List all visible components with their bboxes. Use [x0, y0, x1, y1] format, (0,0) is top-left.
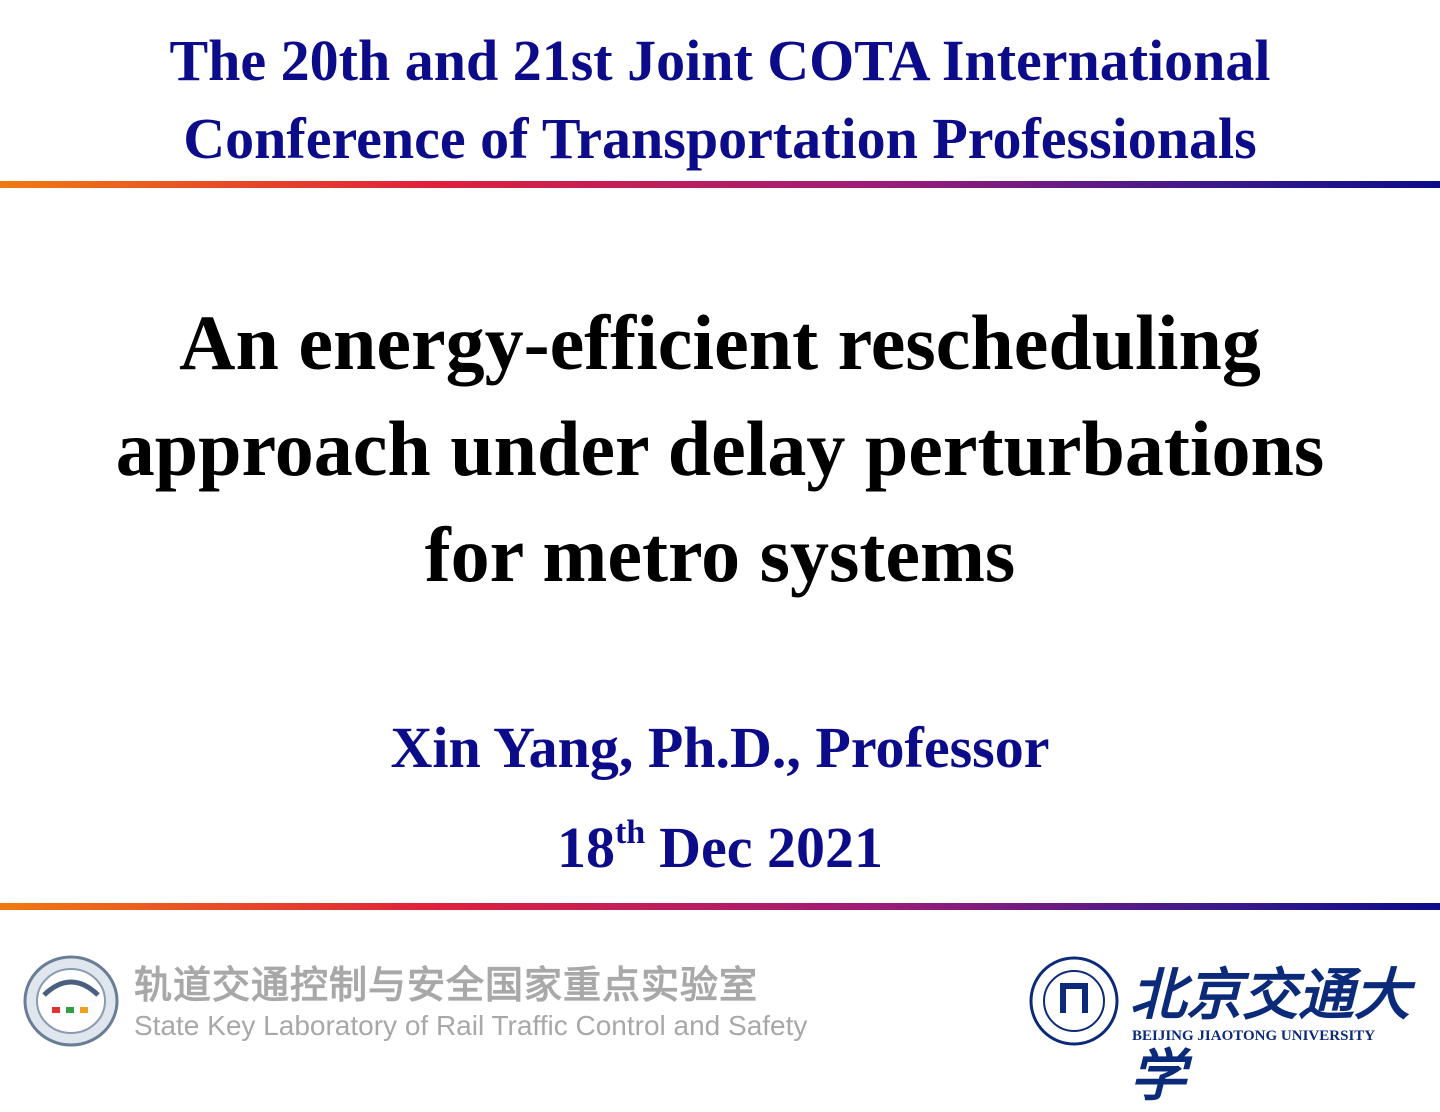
lab-name-en: State Key Laboratory of Rail Traffic Con…	[134, 1010, 808, 1041]
date-rest: Dec 2021	[659, 815, 884, 880]
university-logo	[1029, 956, 1119, 1046]
lab-name-cn: 轨道交通控制与安全国家重点实验室	[134, 963, 759, 1007]
lab-logo	[23, 955, 119, 1047]
divider	[0, 181, 1440, 188]
header-line: The 20th and 21st Joint COTA Internation…	[169, 28, 1271, 93]
title-line: An energy-efficient rescheduling	[179, 299, 1261, 386]
conference-header: The 20th and 21st Joint COTA Internation…	[0, 22, 1440, 178]
date-day: 18	[556, 815, 615, 880]
university-name-en: BEIJING JIAOTONG UNIVERSITY	[1132, 1028, 1376, 1044]
slide: {"header": {"lines": ["The 20th and 21st…	[0, 22, 1440, 1108]
divider	[0, 903, 1440, 910]
date-suffix: th	[614, 814, 646, 851]
title-line: for metro systems	[424, 511, 1016, 598]
date: 18th Dec 2021	[0, 812, 1440, 884]
title-line: approach under delay perturbations	[115, 405, 1325, 492]
talk-title: An energy-efficient rescheduling approac…	[0, 290, 1440, 608]
university-name-cn: 北京交通大学	[1130, 965, 1410, 1108]
author: Xin Yang, Ph.D., Professor	[390, 715, 1050, 780]
header-line: Conference of Transportation Professiona…	[183, 106, 1257, 171]
